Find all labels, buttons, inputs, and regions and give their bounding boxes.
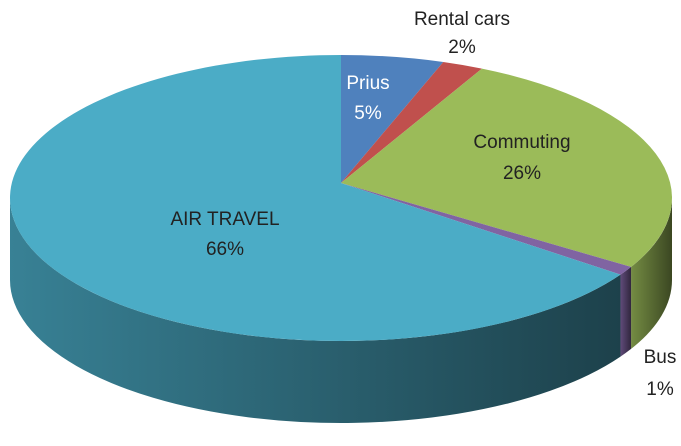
labels: Prius 5% Rental cars 2% Commuting 26% Bus 1% AIR… (170, 9, 676, 400)
category-label: Commuting (473, 132, 570, 153)
value-label: 26% (503, 163, 541, 184)
pie-tops (9, 55, 672, 341)
category-label: Rental cars (414, 9, 510, 30)
pie-slice (341, 55, 444, 183)
pie-side (631, 198, 672, 349)
pie-slice (341, 183, 632, 275)
pie-side (10, 198, 621, 424)
value-label: 2% (448, 37, 476, 58)
value-label: 66% (206, 239, 244, 260)
category-label: AIR TRAVEL (170, 209, 279, 230)
pie-side (620, 266, 632, 357)
pie-slice (341, 68, 672, 267)
value-label: 5% (354, 103, 382, 124)
pie-slice (341, 61, 482, 183)
pie-sides (10, 198, 672, 424)
category-label: Bus (644, 347, 677, 368)
value-label: 1% (646, 379, 674, 400)
category-label: Prius (346, 73, 389, 94)
pie-slice (9, 55, 621, 341)
